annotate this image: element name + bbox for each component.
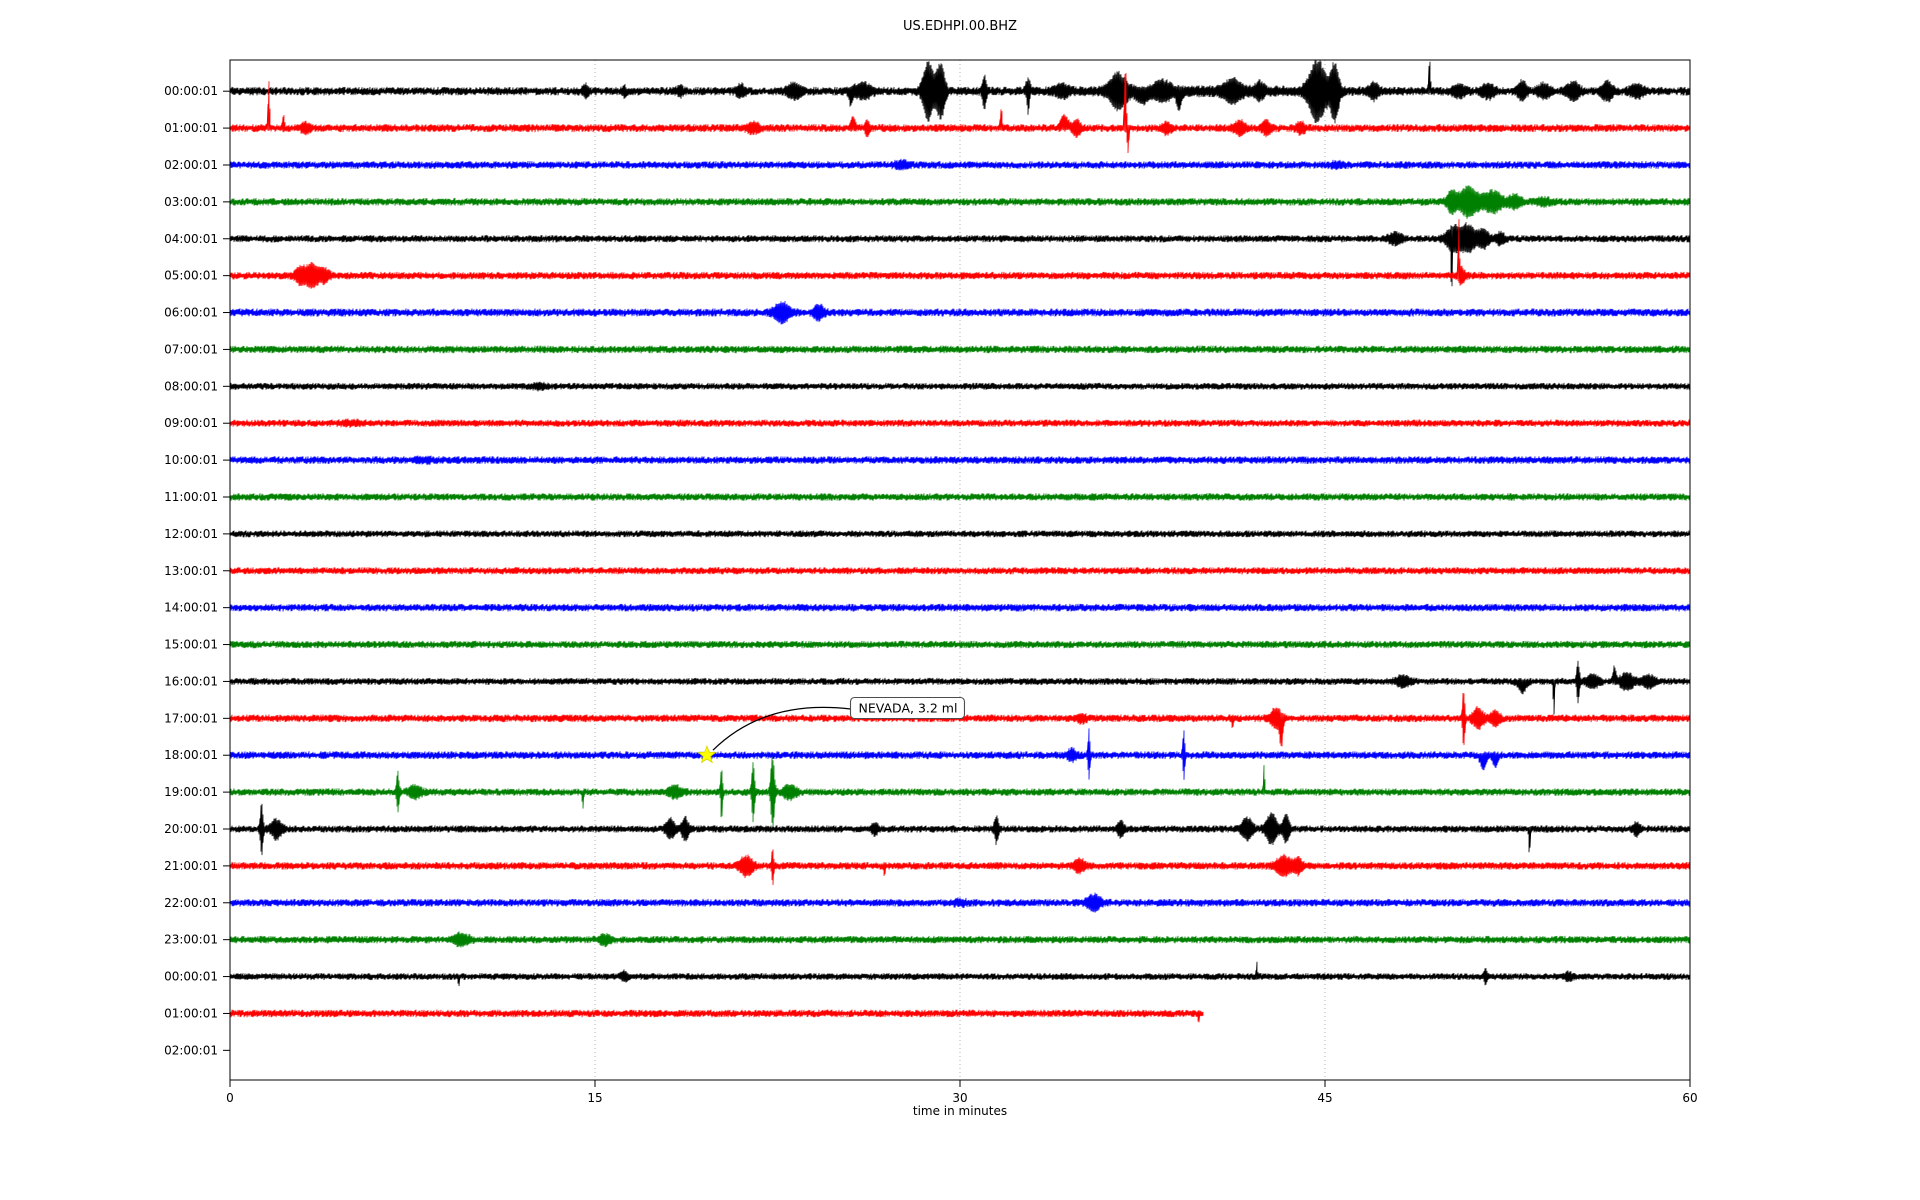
y-tick-label: 23:00:01 bbox=[164, 933, 218, 947]
y-tick-label: 18:00:01 bbox=[164, 748, 218, 762]
trace-row-6 bbox=[229, 300, 1691, 325]
x-tick-label: 60 bbox=[1682, 1091, 1697, 1105]
trace-row-21 bbox=[229, 849, 1691, 886]
y-tick-label: 05:00:01 bbox=[164, 269, 218, 283]
y-tick-label: 20:00:01 bbox=[164, 822, 218, 836]
y-tick-label: 21:00:01 bbox=[164, 859, 218, 873]
y-tick-label: 00:00:01 bbox=[164, 970, 218, 984]
annotation-connector bbox=[712, 706, 851, 751]
trace-row-7 bbox=[229, 345, 1691, 354]
y-tick-label: 17:00:01 bbox=[164, 711, 218, 725]
x-tick-label: 0 bbox=[226, 1091, 234, 1105]
y-tick-label: 22:00:01 bbox=[164, 896, 218, 910]
y-tick-label: 07:00:01 bbox=[164, 342, 218, 356]
y-tick-label: 14:00:01 bbox=[164, 601, 218, 615]
x-tick-label: 15 bbox=[587, 1091, 602, 1105]
y-tick-label: 12:00:01 bbox=[164, 527, 218, 541]
y-tick-label: 03:00:01 bbox=[164, 195, 218, 209]
trace-row-9 bbox=[229, 418, 1691, 429]
trace-lines bbox=[229, 60, 1691, 1023]
trace-row-22 bbox=[229, 892, 1691, 913]
trace-row-11 bbox=[229, 493, 1691, 501]
trace-row-14 bbox=[229, 603, 1691, 612]
trace-row-4 bbox=[229, 221, 1691, 287]
trace-row-20 bbox=[229, 803, 1691, 856]
trace-row-18 bbox=[229, 728, 1691, 780]
trace-row-25 bbox=[229, 1009, 1204, 1023]
x-tick-label: 30 bbox=[952, 1091, 967, 1105]
trace-row-3 bbox=[229, 185, 1691, 220]
trace-row-12 bbox=[229, 530, 1691, 538]
y-tick-label: 16:00:01 bbox=[164, 674, 218, 688]
event-annotation: NEVADA, 3.2 ml bbox=[697, 696, 966, 764]
x-axis-label: time in minutes bbox=[913, 1104, 1007, 1118]
event-star-icon bbox=[697, 745, 717, 764]
trace-row-2 bbox=[229, 158, 1691, 171]
trace-row-16 bbox=[229, 660, 1691, 715]
y-tick-label: 09:00:01 bbox=[164, 416, 218, 430]
y-tick-label: 19:00:01 bbox=[164, 785, 218, 799]
trace-row-8 bbox=[229, 381, 1691, 392]
y-tick-label: 02:00:01 bbox=[164, 158, 218, 172]
y-tick-label: 04:00:01 bbox=[164, 232, 218, 246]
y-tick-label: 10:00:01 bbox=[164, 453, 218, 467]
y-tick-label: 02:00:01 bbox=[164, 1043, 218, 1057]
trace-row-1 bbox=[229, 73, 1691, 154]
y-tick-label: 01:00:01 bbox=[164, 121, 218, 135]
trace-row-17 bbox=[229, 692, 1691, 747]
y-axis: 00:00:01 01:00:01 02:00:01 03:00:01 04:00:01… bbox=[164, 84, 230, 1057]
y-tick-label: 11:00:01 bbox=[164, 490, 218, 504]
y-tick-label: 13:00:01 bbox=[164, 564, 218, 578]
y-tick-label: 00:00:01 bbox=[164, 84, 218, 98]
trace-row-5 bbox=[229, 218, 1691, 290]
y-tick-label: 01:00:01 bbox=[164, 1006, 218, 1020]
y-tick-label: 08:00:01 bbox=[164, 379, 218, 393]
y-tick-label: 06:00:01 bbox=[164, 306, 218, 320]
trace-row-0 bbox=[229, 60, 1691, 124]
x-axis: 0 15 30 45 60 bbox=[226, 1080, 1698, 1105]
chart-title: US.EDHPI.00.BHZ bbox=[903, 19, 1017, 34]
annotation-box bbox=[849, 696, 966, 720]
trace-row-24 bbox=[229, 961, 1691, 987]
x-tick-label: 45 bbox=[1317, 1091, 1332, 1105]
annotation-label: NEVADA, 3.2 ml bbox=[859, 701, 958, 716]
y-tick-label: 15:00:01 bbox=[164, 638, 218, 652]
trace-row-23 bbox=[229, 931, 1691, 948]
trace-row-19 bbox=[229, 756, 1691, 829]
trace-row-15 bbox=[229, 640, 1691, 649]
trace-row-13 bbox=[229, 567, 1691, 575]
trace-row-10 bbox=[229, 455, 1691, 466]
